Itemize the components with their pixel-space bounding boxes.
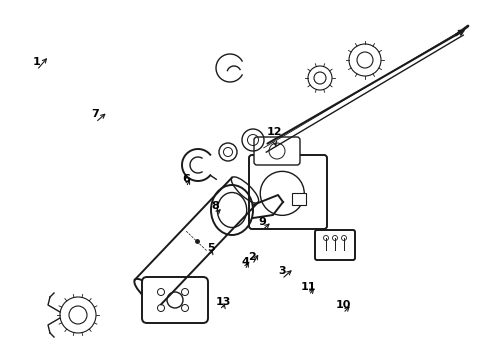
Text: 3: 3: [278, 266, 286, 276]
FancyBboxPatch shape: [254, 137, 300, 165]
Text: 5: 5: [207, 243, 215, 253]
Text: 12: 12: [267, 127, 282, 138]
Text: 2: 2: [248, 252, 256, 262]
Text: 7: 7: [92, 109, 99, 120]
Text: 11: 11: [301, 282, 317, 292]
FancyBboxPatch shape: [142, 277, 208, 323]
Text: 1: 1: [33, 57, 41, 67]
Text: 9: 9: [258, 217, 266, 228]
Text: 10: 10: [335, 300, 351, 310]
Text: 6: 6: [182, 174, 190, 184]
Text: 8: 8: [212, 201, 220, 211]
FancyBboxPatch shape: [249, 155, 327, 229]
FancyBboxPatch shape: [315, 230, 355, 260]
FancyBboxPatch shape: [292, 193, 306, 205]
Text: 4: 4: [241, 257, 249, 267]
Text: 13: 13: [215, 297, 231, 307]
